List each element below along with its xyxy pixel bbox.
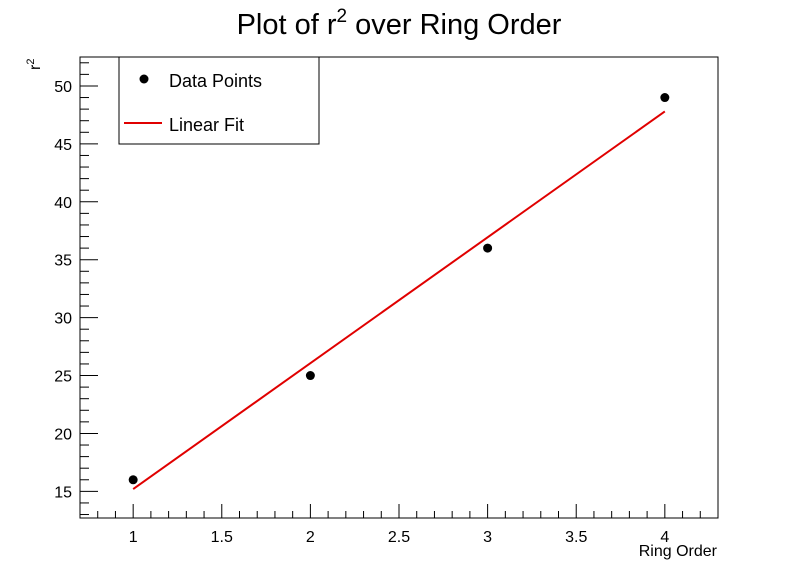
y-tick-label: 45	[54, 137, 72, 154]
y-tick-label: 35	[54, 253, 72, 270]
data-point	[660, 93, 670, 103]
x-tick-label: 3	[483, 529, 492, 546]
linear-fit-line	[132, 110, 666, 490]
x-tick-label: 2	[306, 529, 315, 546]
y-tick-label: 50	[54, 79, 72, 96]
y-tick-label: 30	[54, 311, 72, 328]
x-tick-label: 2.5	[388, 529, 410, 546]
data-point	[128, 475, 138, 485]
y-axis-title: r2	[25, 59, 44, 70]
x-tick-label: 1.5	[211, 529, 233, 546]
x-tick-label: 4	[660, 529, 669, 546]
y-tick-label: 25	[54, 369, 72, 386]
data-points-series	[128, 93, 670, 485]
x-tick-label: 1	[129, 529, 138, 546]
y-tick-label: 15	[54, 484, 72, 501]
chart-title: Plot of r2 over Ring Order	[237, 6, 562, 41]
x-axis-title: Ring Order	[639, 543, 718, 560]
y-axis: 15 20 25 30 35 40 45 50	[54, 62, 98, 516]
legend-label-linear-fit: Linear Fit	[169, 115, 244, 135]
y-tick-label: 20	[54, 426, 72, 443]
x-tick-label: 3.5	[565, 529, 587, 546]
data-point	[483, 243, 493, 253]
legend-box	[118, 56, 320, 145]
legend: Data Points Linear Fit	[118, 56, 320, 145]
legend-marker-data-points	[139, 74, 149, 84]
legend-label-data-points: Data Points	[169, 71, 262, 91]
linear-fit-series	[132, 110, 666, 490]
data-point	[305, 371, 315, 381]
y-tick-label: 40	[54, 195, 72, 212]
x-axis: 1 1.5 2 2.5 3 3.5 4	[79, 504, 719, 546]
